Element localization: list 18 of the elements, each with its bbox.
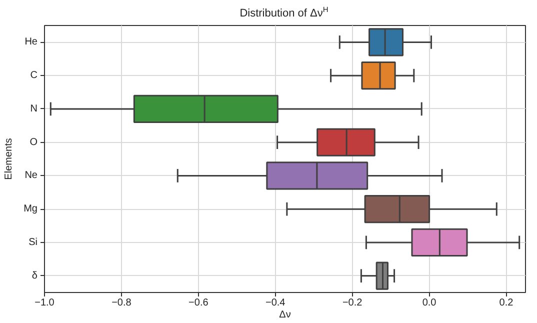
chart-title: Distribution of Δν$^{H}$: [240, 4, 328, 21]
y-tick-label: C: [30, 70, 38, 82]
x-tick-label: −0.6: [188, 298, 209, 308]
x-tick-label: −0.8: [112, 298, 132, 308]
x-tick-label: −0.4: [266, 298, 286, 308]
x-tick-label: −0.2: [342, 298, 363, 308]
y-tick-label: He: [24, 36, 38, 48]
x-axis-title: Δν: [279, 310, 291, 320]
y-tick-label: Si: [28, 236, 38, 248]
y-tick-label: O: [30, 136, 38, 148]
x-tick-label: −1.0: [34, 298, 55, 308]
y-tick-label: Ne: [24, 170, 38, 182]
x-tick-label: 0.2: [499, 298, 514, 308]
y-tick-label: Mg: [24, 204, 38, 215]
y-tick-label: N: [30, 103, 38, 114]
x-tick-label: 0.0: [422, 298, 437, 308]
y-axis-title: Elements: [4, 138, 15, 180]
y-tick-label: δ: [32, 270, 38, 282]
